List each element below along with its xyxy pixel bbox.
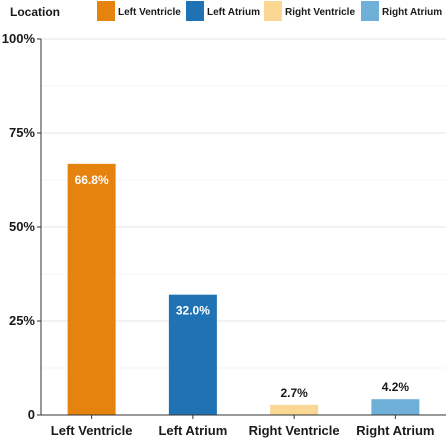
- legend-swatch: [361, 1, 379, 21]
- data-label: 4.2%: [382, 380, 410, 394]
- legend-label: Right Ventricle: [285, 7, 355, 18]
- bar-left-ventricle: [67, 163, 116, 415]
- legend-title: Location: [10, 5, 60, 19]
- x-tick-label: Right Ventricle: [249, 423, 340, 438]
- x-tick-label: Left Atrium: [158, 423, 227, 438]
- bar-left-atrium: [168, 294, 217, 415]
- y-tick-label: 100%: [2, 31, 36, 46]
- bar-right-atrium: [371, 399, 420, 415]
- legend-swatch: [264, 1, 282, 21]
- y-tick-label: 75%: [9, 125, 35, 140]
- x-axis: Left Ventricle Left Atrium Right Ventricle…: [41, 414, 446, 438]
- y-tick-label: 50%: [9, 219, 35, 234]
- legend-swatch: [186, 1, 204, 21]
- legend-label: Right Atrium: [382, 7, 442, 18]
- legend-label: Left Ventricle: [118, 7, 181, 18]
- legend-item: Left Atrium: [186, 1, 260, 21]
- x-tick-label: Right Atrium: [356, 423, 434, 438]
- legend-item: Right Atrium: [361, 1, 442, 21]
- x-tick-label: Left Ventricle: [51, 423, 133, 438]
- legend-swatch: [97, 1, 115, 21]
- legend: Location Left Ventricle Left Atrium Right V…: [10, 1, 442, 21]
- y-tick-label: 25%: [9, 313, 35, 328]
- legend-item: Left Ventricle: [97, 1, 181, 21]
- legend-item: Right Ventricle: [264, 1, 355, 21]
- data-label: 32.0%: [176, 304, 210, 318]
- bars: 66.8% 32.0% 2.7% 4.2%: [67, 163, 420, 415]
- y-tick-label: 0: [28, 407, 35, 422]
- legend-label: Left Atrium: [207, 7, 260, 18]
- data-label: 66.8%: [75, 173, 109, 187]
- data-label: 2.7%: [280, 386, 308, 400]
- bar-right-ventricle: [270, 404, 319, 415]
- y-axis: 0 25% 50% 75% 100%: [2, 31, 42, 422]
